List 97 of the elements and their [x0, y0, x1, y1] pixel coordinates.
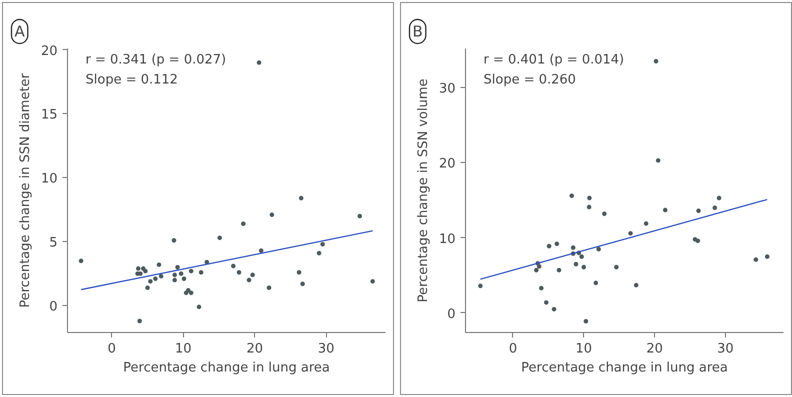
point: [716, 196, 722, 200]
point: [296, 270, 302, 275]
x-axis-title: Percentage change in lung area: [123, 360, 330, 376]
point: [602, 212, 607, 216]
point: [552, 306, 556, 312]
point: [696, 238, 700, 244]
point: [316, 250, 322, 256]
point: [137, 318, 142, 324]
y-tick-label: 10: [438, 232, 456, 247]
point: [172, 278, 177, 282]
point: [764, 254, 770, 259]
point: [270, 212, 274, 218]
point: [196, 304, 202, 310]
point: [250, 272, 255, 278]
point: [614, 264, 619, 270]
point: [241, 222, 246, 226]
point: [266, 285, 272, 290]
point: [579, 254, 584, 259]
point: [358, 214, 362, 218]
point: [586, 204, 592, 210]
point: [156, 262, 162, 267]
point: [696, 208, 701, 214]
point: [184, 290, 188, 296]
y-tick-label: 20: [438, 156, 456, 172]
point: [554, 242, 560, 246]
x-axis-title: Percentage change in lung area: [521, 360, 728, 376]
point: [644, 221, 648, 226]
point: [536, 264, 542, 269]
point: [574, 262, 578, 266]
point: [662, 208, 668, 212]
chart-title: B: [412, 22, 423, 40]
point: [594, 280, 598, 286]
point: [246, 278, 252, 282]
x-tick-label: 10: [174, 342, 192, 356]
point: [145, 285, 150, 290]
point: [188, 268, 194, 274]
point: [231, 264, 236, 268]
point: [298, 196, 304, 200]
point: [556, 268, 562, 272]
point: [656, 158, 660, 163]
x-tick-label: 30: [318, 342, 334, 356]
y-tick-label: 0: [49, 300, 58, 315]
point: [236, 270, 242, 275]
point: [182, 276, 186, 282]
point: [596, 246, 601, 252]
point: [539, 286, 544, 290]
chart-title: A: [14, 22, 26, 40]
point: [143, 268, 148, 274]
point: [256, 60, 262, 65]
point: [654, 59, 658, 64]
point: [569, 194, 574, 198]
y-axis-title: Percentage change in SSN diameter: [18, 72, 33, 308]
y-axis-title: Percentage change in SSN volume: [416, 78, 431, 302]
point: [153, 276, 158, 282]
point: [370, 279, 375, 284]
y-tick-label: 30: [438, 82, 456, 97]
annotation: r = 0.341 (p = 0.027): [86, 52, 226, 68]
x-tick-label: 0: [108, 342, 116, 356]
point: [534, 268, 539, 272]
x-tick-label: 20: [646, 342, 663, 356]
point: [158, 274, 164, 278]
point: [478, 284, 483, 288]
point: [178, 271, 184, 276]
point: [148, 279, 153, 284]
point: [78, 258, 84, 264]
annotation: r = 0.401 (p = 0.014): [484, 52, 624, 68]
annotation: Slope = 0.260: [484, 72, 576, 88]
point: [754, 257, 758, 262]
point: [136, 266, 140, 271]
point: [198, 270, 204, 275]
point: [320, 242, 325, 246]
point: [570, 245, 576, 250]
y-tick-label: 15: [40, 108, 58, 123]
x-tick-label: 20: [246, 342, 264, 356]
point: [584, 318, 588, 324]
x-tick-label: 30: [717, 342, 734, 356]
y-tick-label: 0: [447, 306, 456, 322]
y-tick-label: 10: [40, 172, 58, 187]
annotation: Slope = 0.112: [86, 72, 178, 88]
point: [628, 231, 633, 236]
x-tick-label: 10: [576, 342, 592, 356]
point: [258, 248, 264, 253]
point: [634, 282, 638, 288]
point: [582, 264, 586, 270]
y-tick-label: 20: [40, 44, 58, 59]
point: [300, 282, 305, 286]
point: [587, 196, 592, 200]
point: [175, 265, 180, 270]
y-tick-label: 5: [49, 236, 58, 251]
point: [712, 206, 718, 210]
point: [217, 236, 222, 240]
point: [172, 238, 176, 243]
x-tick-label: 0: [508, 342, 518, 356]
point: [544, 300, 548, 305]
point: [172, 272, 177, 278]
point: [188, 290, 194, 296]
point: [546, 244, 552, 248]
